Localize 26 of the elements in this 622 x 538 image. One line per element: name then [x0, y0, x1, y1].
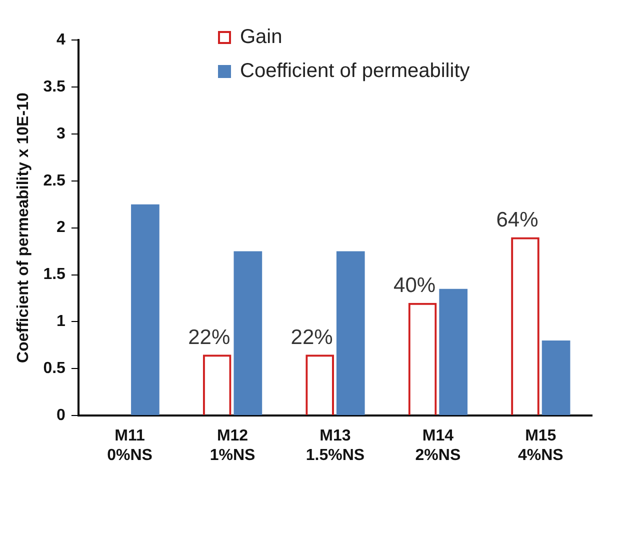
x-tick-label: M14 2%NS — [415, 428, 461, 464]
y-tick-label: 3.5 — [43, 78, 66, 96]
x-tick-label: M15 4%NS — [518, 428, 564, 464]
x-tick-label: M13 1.5%NS — [306, 428, 365, 464]
y-tick-label: 0.5 — [43, 360, 66, 378]
y-axis-title: Coefficient of permeability x 10E-10 — [15, 92, 32, 363]
annotation: 40% — [394, 274, 436, 298]
y-tick-label: 3 — [56, 125, 66, 142]
legend-label: Coefficient of permeability — [240, 60, 470, 82]
y-tick-label: 1.5 — [43, 266, 66, 284]
x-tick-label: M11 0%NS — [107, 428, 153, 464]
bar — [234, 251, 262, 416]
bar — [542, 340, 570, 416]
bar — [131, 204, 160, 416]
y-tick-label: 2 — [56, 219, 66, 236]
annotation: 22% — [290, 326, 333, 349]
bar — [439, 288, 468, 416]
annotation: 22% — [188, 326, 230, 349]
legend-label: Gain — [240, 26, 282, 48]
y-tick-label: 1 — [56, 313, 66, 330]
y-tick-label: 0 — [56, 407, 66, 424]
annotation: 64% — [496, 208, 538, 232]
x-tick-label: M12 1%NS — [210, 428, 256, 464]
bar — [336, 251, 365, 416]
y-tick-label: 4 — [56, 31, 66, 48]
y-tick-label: 2.5 — [43, 172, 66, 190]
